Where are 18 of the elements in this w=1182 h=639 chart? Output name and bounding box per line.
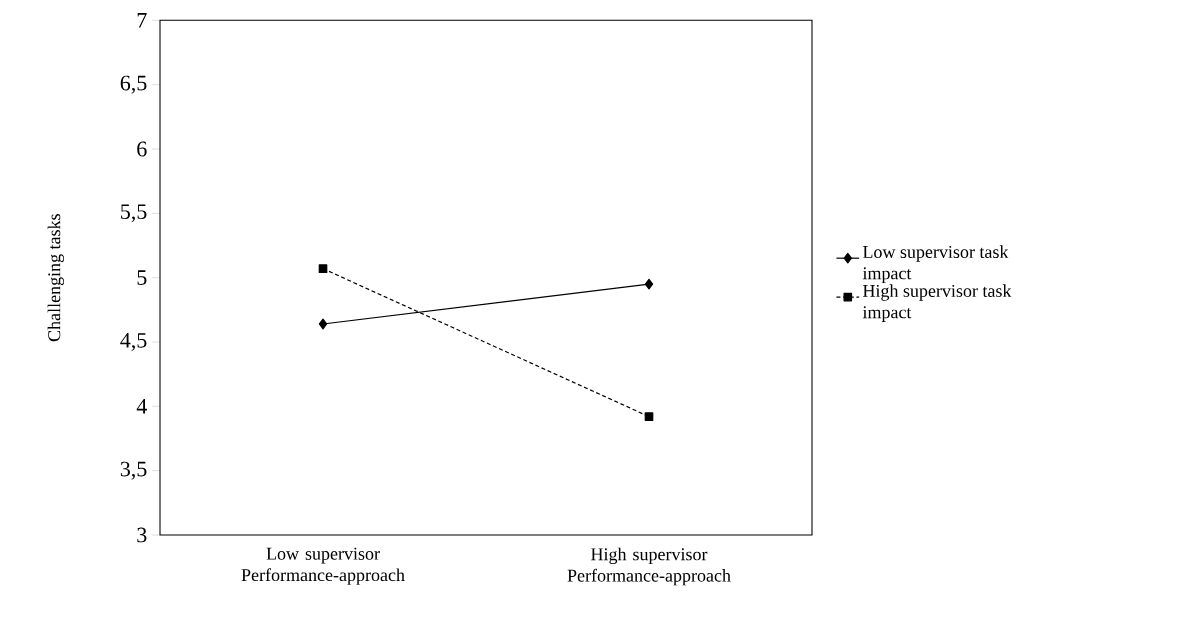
y-tick-label: 6,5	[120, 75, 147, 94]
y-tick-label: 5,5	[121, 204, 147, 223]
point	[318, 264, 328, 273]
y-tick-label: 4,5	[120, 333, 147, 351]
y-tick-label: 6	[137, 141, 147, 157]
point	[644, 412, 654, 421]
point	[318, 318, 328, 330]
y-tick-label: 7	[137, 13, 147, 28]
y-tick-label: 3,5	[120, 461, 147, 480]
point	[644, 278, 654, 290]
x-tick-label: High supervisor Performance-approach	[567, 547, 731, 586]
y-tick-label: 3	[137, 527, 147, 543]
legend-label: High supervisor task impact	[862, 284, 1012, 322]
y-tick-label: 5	[137, 270, 147, 285]
x-tick-label: Low supervisor Performance-approach	[241, 547, 405, 585]
legend-label: Low supervisor task impact	[862, 245, 1009, 284]
y-tick-label: 4	[136, 399, 147, 414]
y-axis-title: Challenging tasks	[47, 214, 65, 342]
